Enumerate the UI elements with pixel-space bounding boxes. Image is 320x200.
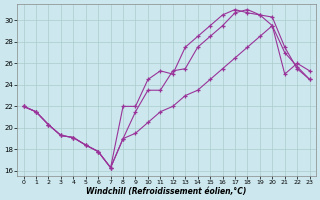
X-axis label: Windchill (Refroidissement éolien,°C): Windchill (Refroidissement éolien,°C) [86,187,247,196]
